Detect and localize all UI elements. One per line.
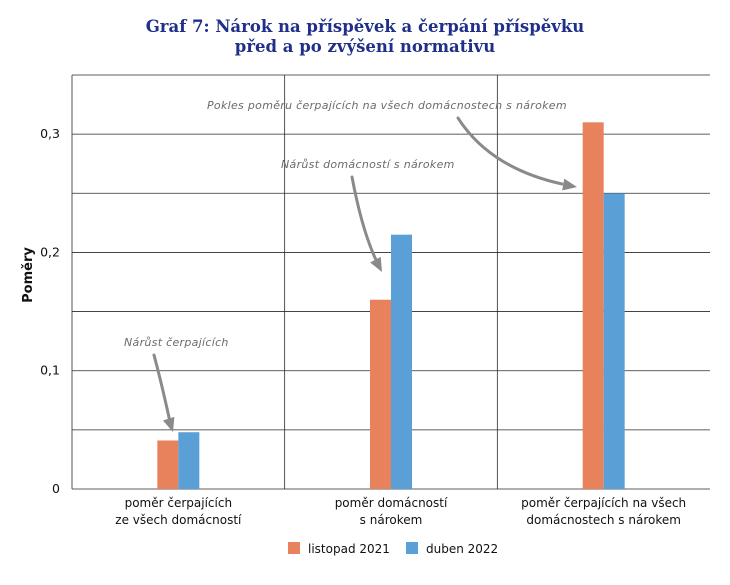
legend-label: duben 2022 [426, 542, 498, 556]
annotation-arrow [456, 116, 564, 186]
annotation-arrow [152, 353, 172, 424]
y-tick-label: 0,3 [40, 126, 60, 141]
y-tick-label: 0,2 [40, 244, 60, 259]
x-category-label: poměr domácností [335, 496, 448, 510]
x-category-label: poměr čerpajících na všech [521, 496, 686, 510]
x-category-label: s nárokem [360, 513, 423, 527]
legend-swatch [288, 542, 300, 554]
annotation-arrowhead [370, 256, 382, 272]
plot-area: 0 0,1 0,2 0,3 poměr čerpajících ze všech domá… [40, 74, 710, 527]
bar-listopad-2021 [157, 440, 179, 489]
legend-label: listopad 2021 [308, 542, 390, 556]
annotation-text: Pokles poměru čerpajících na všech domác… [207, 99, 567, 112]
chart-title-line-1: Graf 7: Nárok na příspěvek a čerpání pří… [146, 17, 585, 36]
bar-listopad-2021 [370, 299, 391, 489]
x-category-label: domácnostech s nárokem [526, 513, 681, 527]
annotation-text: Nárůst čerpajících [124, 336, 229, 349]
chart-title-line-2: před a po zvýšení normativu [235, 37, 495, 56]
x-category-label: poměr čerpajících [125, 496, 232, 510]
y-tick-label: 0,1 [40, 363, 60, 378]
bar-duben-2022 [603, 193, 625, 490]
annotation-arrowhead [562, 178, 577, 191]
y-tick-label: 0 [52, 481, 60, 496]
legend-swatch [406, 542, 418, 554]
annotation-text: Nárůst domácností s nárokem [281, 158, 455, 171]
bar-duben-2022 [391, 234, 412, 489]
y-axis-label: Poměry [21, 247, 36, 303]
x-category-label: ze všech domácností [115, 513, 242, 527]
bar-listopad-2021 [582, 122, 604, 490]
annotations: Nárůst čerpajících Nárůst domácností s ná… [124, 99, 577, 432]
bar-duben-2022 [178, 432, 200, 489]
annotation-arrowhead [162, 416, 175, 432]
annotation-arrow [350, 175, 378, 262]
legend: listopad 2021 duben 2022 [288, 542, 498, 556]
